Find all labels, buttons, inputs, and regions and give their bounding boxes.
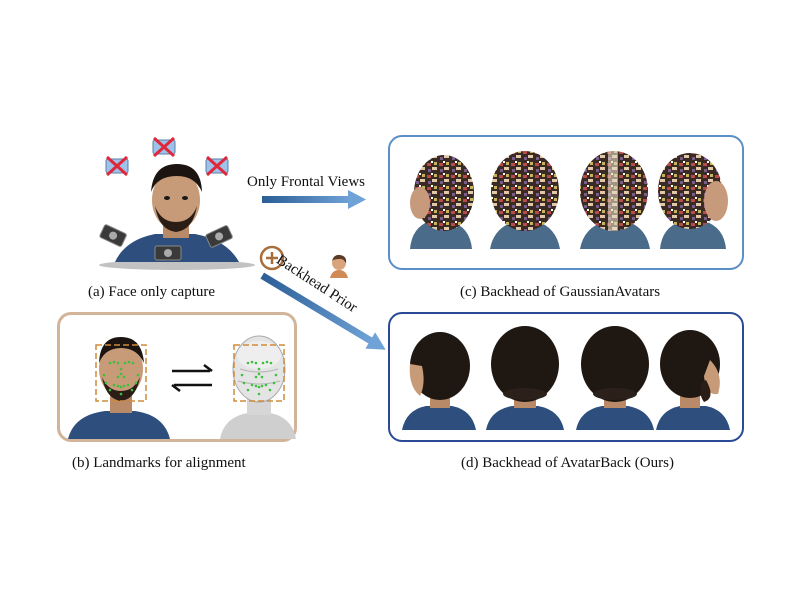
frontal-arrow xyxy=(262,190,366,209)
gaussianavatars-backheads xyxy=(410,151,728,249)
avatarback-panel xyxy=(388,312,744,442)
prior-arrow xyxy=(260,272,386,350)
capture-setup xyxy=(95,130,255,270)
caption-a: (a) Face only capture xyxy=(88,284,216,300)
landmarks-panel xyxy=(57,312,297,442)
avatarback-backheads xyxy=(402,326,730,430)
camera-crossed-icon xyxy=(205,155,229,177)
caption-d: (d) Backhead of AvatarBack (Ours) xyxy=(461,455,674,471)
camera-icon xyxy=(99,224,127,247)
camera-icon xyxy=(205,225,233,248)
caption-c: (c) Backhead of GaussianAvatars xyxy=(460,284,661,300)
landmarks-illustration xyxy=(68,335,296,439)
camera-crossed-icon xyxy=(105,155,129,177)
gaussianavatars-panel xyxy=(388,135,744,270)
caption-b: (b) Landmarks for alignment xyxy=(72,455,246,471)
head-icon xyxy=(330,254,348,278)
plus-icon xyxy=(259,245,285,271)
camera-crossed-icon xyxy=(152,136,176,158)
arrow-label-frontal: Only Frontal Views xyxy=(247,174,365,190)
camera-icon xyxy=(154,245,182,261)
